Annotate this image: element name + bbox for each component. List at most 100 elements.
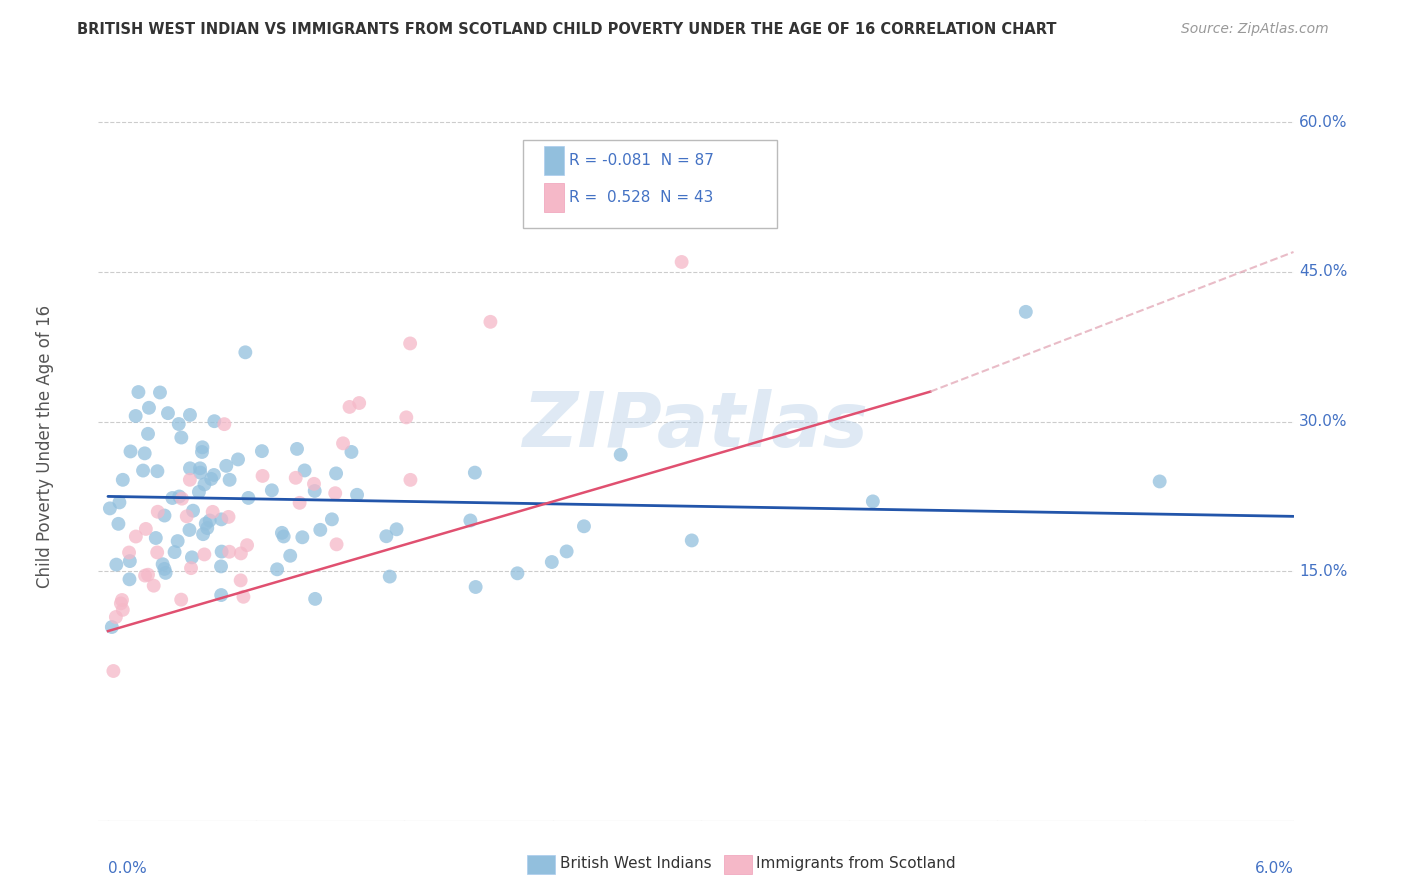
Text: 45.0%: 45.0% (1299, 264, 1347, 279)
Point (460, 513, 482, 527)
Text: BRITISH WEST INDIAN VS IMMIGRANTS FROM SCOTLAND CHILD POVERTY UNDER THE AGE OF 1: BRITISH WEST INDIAN VS IMMIGRANTS FROM S… (77, 22, 1057, 37)
Point (149, 385, 172, 400)
Point (218, 545, 240, 559)
Point (124, 409, 146, 423)
Point (671, 255, 693, 269)
Point (152, 558, 174, 572)
Point (146, 505, 169, 519)
Text: Immigrants from Scotland: Immigrants from Scotland (756, 856, 956, 871)
Point (309, 523, 332, 537)
Point (302, 476, 325, 491)
Point (347, 396, 370, 410)
Text: British West Indians: British West Indians (560, 856, 711, 871)
Point (284, 471, 307, 485)
Point (111, 603, 134, 617)
Point (188, 466, 211, 480)
Point (325, 537, 347, 551)
Text: R =  0.528  N = 43: R = 0.528 N = 43 (569, 190, 714, 205)
Point (555, 544, 578, 558)
Point (167, 490, 190, 504)
Point (214, 417, 236, 432)
Point (118, 554, 141, 568)
Point (134, 446, 156, 460)
Point (191, 440, 214, 454)
Point (105, 558, 128, 572)
Point (179, 461, 201, 475)
Point (163, 545, 186, 559)
Point (229, 574, 252, 588)
Point (252, 469, 274, 483)
Point (540, 555, 562, 569)
Point (215, 458, 238, 473)
Point (134, 568, 156, 582)
Point (291, 530, 314, 544)
Text: 6.0%: 6.0% (1254, 861, 1294, 876)
Point (399, 336, 422, 351)
Point (110, 596, 132, 610)
Point (111, 593, 134, 607)
Point (506, 566, 529, 581)
Point (127, 385, 149, 400)
Point (146, 464, 169, 478)
Text: Child Poverty Under the Age of 16: Child Poverty Under the Age of 16 (37, 304, 53, 588)
Point (198, 513, 221, 527)
Point (104, 610, 127, 624)
Point (226, 452, 249, 467)
Point (187, 485, 209, 500)
Point (232, 590, 254, 604)
Point (236, 538, 259, 552)
Point (108, 495, 131, 509)
Point (103, 664, 125, 678)
Point (170, 430, 193, 444)
Point (385, 522, 408, 536)
Point (285, 442, 308, 456)
Point (233, 345, 256, 359)
Point (111, 473, 134, 487)
Point (304, 591, 326, 606)
Point (179, 523, 201, 537)
Point (200, 472, 222, 486)
Point (136, 567, 159, 582)
Point (179, 473, 201, 487)
Point (118, 572, 141, 586)
Point (278, 549, 301, 563)
Point (332, 436, 354, 450)
Point (153, 562, 176, 576)
Point (209, 588, 232, 602)
Point (146, 545, 169, 559)
Point (537, 185, 560, 199)
Point (238, 491, 260, 505)
Point (193, 548, 215, 562)
Point (201, 505, 224, 519)
Point (195, 521, 218, 535)
Point (211, 544, 233, 558)
Point (125, 529, 148, 543)
Point (375, 529, 398, 543)
Point (464, 466, 486, 480)
Point (101, 620, 124, 634)
Text: 30.0%: 30.0% (1299, 414, 1348, 429)
Text: ZIPatlas: ZIPatlas (523, 390, 869, 463)
Point (98, 501, 121, 516)
Point (181, 550, 204, 565)
Point (260, 483, 283, 498)
Text: 15.0%: 15.0% (1299, 564, 1347, 579)
Point (156, 406, 179, 420)
Point (136, 426, 159, 441)
Point (209, 512, 232, 526)
Point (120, 444, 142, 458)
Point (191, 527, 214, 541)
Point (681, 533, 703, 548)
Point (118, 545, 141, 559)
Point (107, 516, 129, 531)
Point (325, 467, 347, 481)
Point (229, 546, 252, 560)
Point (399, 473, 422, 487)
Point (138, 401, 160, 415)
Point (304, 483, 326, 498)
Point (340, 445, 363, 459)
Point (191, 445, 214, 459)
Point (288, 496, 311, 510)
Point (181, 504, 204, 518)
Point (321, 512, 343, 526)
